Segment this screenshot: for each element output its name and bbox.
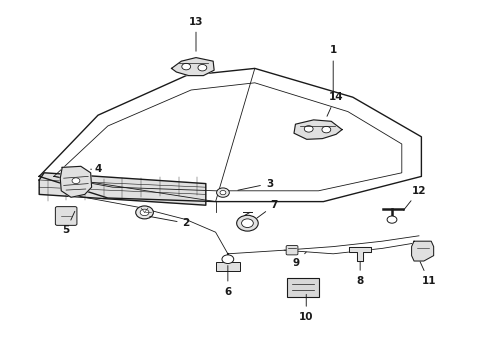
Text: 11: 11 — [420, 262, 436, 286]
Text: 12: 12 — [404, 186, 426, 210]
Polygon shape — [39, 173, 206, 205]
Text: 4: 4 — [91, 164, 102, 174]
Circle shape — [140, 209, 149, 216]
Text: 10: 10 — [299, 294, 314, 322]
Polygon shape — [412, 241, 434, 261]
Text: 9: 9 — [293, 252, 306, 268]
Text: 8: 8 — [357, 262, 364, 286]
Circle shape — [322, 126, 331, 133]
Circle shape — [220, 190, 226, 195]
FancyBboxPatch shape — [287, 278, 318, 297]
Text: 5: 5 — [63, 211, 75, 235]
Text: 2: 2 — [150, 216, 190, 228]
Circle shape — [198, 64, 207, 71]
FancyBboxPatch shape — [216, 262, 240, 271]
Circle shape — [237, 215, 258, 231]
Text: 14: 14 — [327, 92, 343, 116]
Circle shape — [387, 216, 397, 223]
Text: 3: 3 — [238, 179, 273, 190]
Text: 1: 1 — [330, 45, 337, 98]
Circle shape — [217, 188, 229, 197]
FancyBboxPatch shape — [55, 207, 77, 225]
FancyBboxPatch shape — [286, 246, 298, 255]
Circle shape — [304, 126, 313, 132]
Polygon shape — [294, 120, 342, 139]
Circle shape — [182, 63, 191, 70]
Polygon shape — [349, 247, 371, 261]
Text: 7: 7 — [257, 200, 278, 218]
Circle shape — [242, 219, 253, 228]
Circle shape — [222, 255, 234, 264]
Polygon shape — [172, 58, 214, 76]
Polygon shape — [60, 166, 92, 197]
Circle shape — [136, 206, 153, 219]
Text: 13: 13 — [189, 17, 203, 51]
Circle shape — [72, 178, 80, 184]
Text: 6: 6 — [224, 266, 231, 297]
